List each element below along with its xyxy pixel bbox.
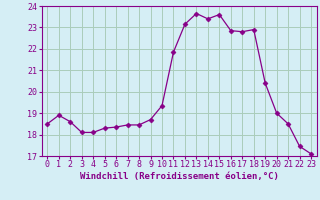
X-axis label: Windchill (Refroidissement éolien,°C): Windchill (Refroidissement éolien,°C) (80, 172, 279, 181)
